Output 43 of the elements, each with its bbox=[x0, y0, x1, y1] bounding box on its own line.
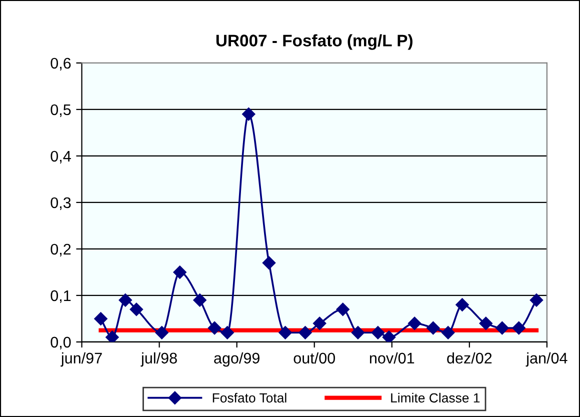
point bbox=[130, 302, 144, 316]
point bbox=[173, 266, 186, 279]
y-tick-label: 0,3 bbox=[50, 197, 71, 210]
point bbox=[242, 108, 256, 121]
point bbox=[512, 321, 526, 335]
x-tick-label: ago/99 bbox=[214, 352, 260, 367]
legend-label: Fosfato Total bbox=[212, 392, 286, 403]
y-tick-label: 0,1 bbox=[50, 290, 71, 303]
y-tick-label: 0,0 bbox=[50, 336, 71, 350]
x-tick-label: out/00 bbox=[294, 352, 336, 364]
point bbox=[313, 316, 326, 330]
x-tick-label: jan/04 bbox=[526, 352, 568, 367]
x-tick-label: jul/98 bbox=[140, 352, 177, 367]
point bbox=[408, 316, 422, 330]
point bbox=[351, 326, 365, 340]
point bbox=[442, 326, 455, 340]
point bbox=[371, 326, 385, 340]
point bbox=[208, 321, 222, 335]
point bbox=[426, 321, 440, 335]
chart-title: UR007 - Fosfato (mg/L P) bbox=[216, 34, 412, 50]
point bbox=[262, 256, 276, 270]
point bbox=[479, 316, 492, 330]
point bbox=[496, 321, 509, 335]
point bbox=[193, 294, 206, 307]
y-tick-label: 0,5 bbox=[50, 104, 71, 117]
point bbox=[382, 330, 396, 342]
legend-label: Limite Classe 1 bbox=[391, 392, 480, 403]
point bbox=[456, 298, 469, 312]
y-tick-label: 0,4 bbox=[50, 150, 71, 164]
point bbox=[220, 326, 234, 340]
point bbox=[278, 326, 292, 340]
point bbox=[118, 294, 132, 307]
y-tick-label: 0,6 bbox=[50, 58, 71, 70]
x-tick-label: nov/01 bbox=[370, 352, 414, 364]
point bbox=[94, 312, 108, 326]
point bbox=[106, 330, 119, 342]
x-tick-label: jun/97 bbox=[60, 352, 102, 367]
point bbox=[336, 302, 350, 316]
y-tick-label: 0,2 bbox=[50, 244, 71, 256]
point bbox=[155, 326, 168, 340]
point bbox=[530, 294, 544, 307]
x-tick-label: dez/02 bbox=[447, 352, 492, 364]
point bbox=[298, 326, 312, 340]
